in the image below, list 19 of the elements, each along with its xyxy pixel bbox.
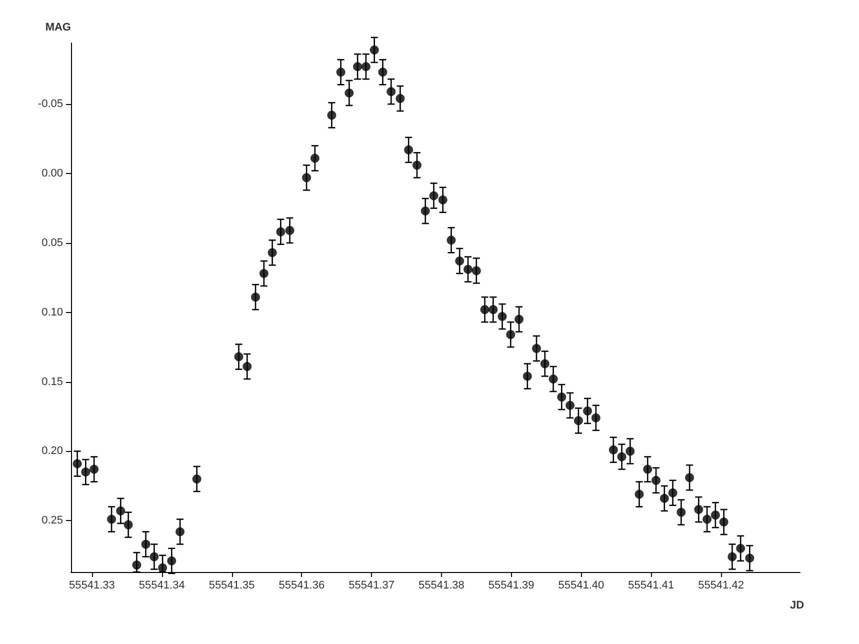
y-tick-label: 0.05 [42, 236, 63, 249]
y-axis-title: MAG [45, 22, 71, 34]
x-tick-label: 55541.40 [558, 580, 604, 592]
x-tick-label: 55541.41 [628, 580, 674, 592]
y-tick-label: 0.10 [42, 306, 63, 318]
x-tick-label: 55541.37 [348, 580, 394, 592]
x-tick-label: 55541.38 [418, 580, 464, 592]
x-tick-label: 55541.42 [698, 580, 744, 592]
y-tick-label: 0.00 [42, 168, 63, 180]
y-tick-label: 0.15 [42, 376, 63, 388]
y-tick-label: 0.20 [42, 445, 63, 458]
x-tick-label: 55541.33 [69, 580, 115, 592]
x-tick-label: 55541.39 [488, 580, 534, 592]
y-tick-label: 0.25 [42, 514, 63, 527]
y-tick-label: -0.05 [38, 98, 63, 110]
x-tick-label: 55541.35 [208, 580, 255, 592]
x-tick-label: 55541.36 [278, 580, 325, 592]
x-axis-title: JD [790, 600, 804, 612]
x-tick-label: 55541.34 [138, 580, 185, 592]
